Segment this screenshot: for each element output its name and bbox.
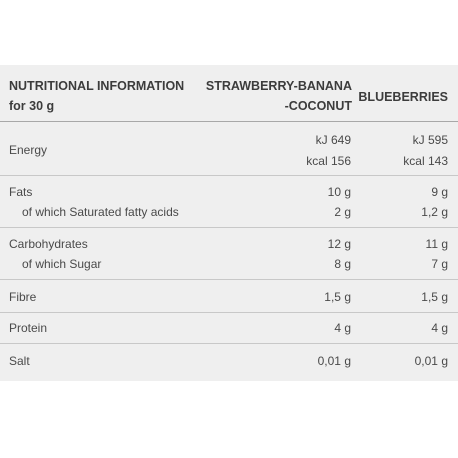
salt-col2: 0,01 g	[414, 354, 448, 368]
energy-kj-col1: kJ 649	[315, 133, 351, 147]
fats-col2: 9 g	[431, 185, 448, 199]
header-divider	[0, 121, 458, 122]
carbohydrates-col1: 12 g	[327, 237, 351, 251]
header-nutritional-info: NUTRITIONAL INFORMATION for 30 g	[9, 76, 184, 116]
header-col1-line2: -COCONUT	[284, 99, 352, 113]
energy-kcal-col2: kcal 143	[403, 154, 448, 168]
energy-label: Energy	[9, 143, 48, 157]
salt-col1: 0,01 g	[317, 354, 351, 368]
protein-label: Protein	[9, 321, 48, 335]
header-title: NUTRITIONAL INFORMATION	[9, 79, 185, 93]
row-divider	[0, 227, 458, 228]
row-divider	[0, 279, 458, 280]
energy-kcal-col1: kcal 156	[306, 154, 351, 168]
row-divider	[0, 312, 458, 313]
nutrition-table	[0, 65, 458, 381]
sugar-col2: 7 g	[431, 257, 448, 271]
header-blueberries: BLUEBERRIES	[358, 90, 448, 104]
salt-label: Salt	[9, 354, 30, 368]
protein-col1: 4 g	[334, 321, 351, 335]
sugar-col1: 8 g	[334, 257, 351, 271]
saturated-fat-label: of which Saturated fatty acids	[22, 205, 179, 219]
header-serving-size: for 30 g	[9, 99, 55, 113]
header-strawberry-banana-coconut: STRAWBERRY-BANANA -COCONUT	[200, 76, 352, 116]
saturated-fat-col1: 2 g	[334, 205, 351, 219]
sugar-label: of which Sugar	[22, 257, 102, 271]
protein-col2: 4 g	[431, 321, 448, 335]
saturated-fat-col2: 1,2 g	[421, 205, 448, 219]
row-divider	[0, 343, 458, 344]
fibre-col2: 1,5 g	[421, 290, 448, 304]
fats-col1: 10 g	[327, 185, 351, 199]
carbohydrates-label: Carbohydrates	[9, 237, 88, 251]
fibre-col1: 1,5 g	[324, 290, 351, 304]
header-col1-line1: STRAWBERRY-BANANA	[205, 79, 352, 93]
fats-label: Fats	[9, 185, 33, 199]
fibre-label: Fibre	[9, 290, 37, 304]
row-divider	[0, 175, 458, 176]
energy-kj-col2: kJ 595	[412, 133, 448, 147]
carbohydrates-col2: 11 g	[425, 237, 448, 251]
